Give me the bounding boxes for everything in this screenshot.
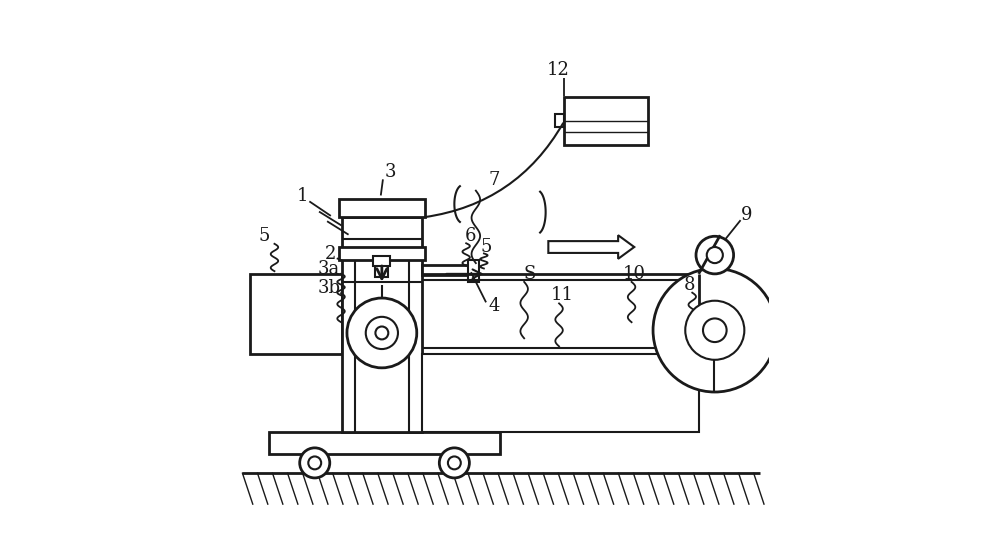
Text: 12: 12 (547, 61, 569, 79)
Text: 5: 5 (258, 227, 269, 245)
Bar (339, 247, 425, 260)
Circle shape (707, 247, 723, 263)
Bar (339, 199, 425, 217)
Circle shape (300, 448, 330, 478)
Text: 5: 5 (481, 238, 492, 256)
Text: 3a: 3a (318, 259, 340, 278)
Bar (342, 217, 422, 432)
Circle shape (366, 317, 398, 349)
Bar (422, 354, 699, 432)
Bar (564, 97, 648, 145)
Text: 10: 10 (623, 265, 646, 283)
Circle shape (448, 456, 461, 469)
Bar (468, 260, 479, 282)
Circle shape (439, 448, 469, 478)
Text: 11: 11 (550, 286, 573, 304)
Circle shape (347, 298, 417, 368)
Bar (250, 274, 342, 354)
Text: 2: 2 (325, 245, 337, 263)
Text: 9: 9 (741, 206, 753, 224)
Circle shape (685, 301, 744, 360)
Bar (422, 265, 468, 275)
Text: 1: 1 (297, 187, 309, 205)
Text: 6: 6 (465, 227, 476, 245)
Circle shape (653, 268, 777, 392)
Bar (555, 114, 564, 127)
Bar (375, 260, 388, 277)
Text: 3: 3 (384, 163, 396, 181)
Circle shape (703, 318, 727, 342)
Text: 4: 4 (489, 297, 500, 315)
Text: 8: 8 (683, 275, 695, 294)
Bar (269, 432, 500, 454)
Text: 3b: 3b (318, 279, 341, 297)
Text: S: S (523, 265, 536, 283)
Bar (373, 256, 390, 266)
Text: 7: 7 (489, 171, 500, 189)
Circle shape (696, 236, 734, 274)
FancyArrow shape (548, 235, 634, 259)
Circle shape (308, 456, 321, 469)
Circle shape (375, 326, 388, 339)
